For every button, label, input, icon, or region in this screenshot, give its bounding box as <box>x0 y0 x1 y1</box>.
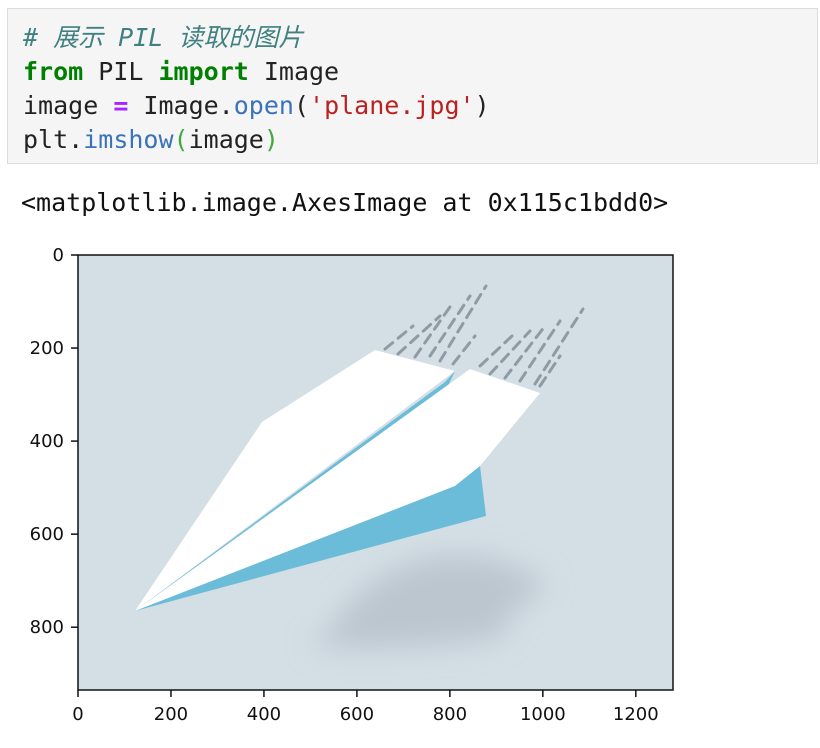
y-tick-label: 800 <box>30 617 64 638</box>
keyword-import: import <box>158 57 249 86</box>
x-tick-label: 200 <box>154 704 188 725</box>
object-name: Image. <box>128 91 234 120</box>
paren-close: ) <box>263 125 279 154</box>
argument-name: image <box>188 125 264 154</box>
code-cell[interactable]: # 展示 PIL 读取的图片 from PIL import Image ima… <box>7 8 818 164</box>
paper-plane-image <box>78 255 673 690</box>
paren-open: ( <box>173 125 189 154</box>
import-name: Image <box>248 57 340 86</box>
x-tick-label: 400 <box>247 704 281 725</box>
y-tick-label: 400 <box>30 431 64 452</box>
y-axis: 0 200 400 600 800 <box>30 245 78 638</box>
object-name: plt. <box>23 125 84 154</box>
x-tick-label: 0 <box>72 704 83 725</box>
plane-right-wing <box>135 369 540 611</box>
speed-lines <box>383 284 585 388</box>
x-tick-label: 600 <box>340 704 374 725</box>
plane-left-wing <box>135 350 455 611</box>
code-line-1: # 展示 PIL 读取的图片 <box>23 21 490 55</box>
method-name: imshow <box>83 125 174 154</box>
plot-svg: 0 200 400 600 800 1000 1200 0 200 400 600 800 <box>30 245 674 725</box>
paren-close: ) <box>474 91 490 120</box>
paren-open: ( <box>293 91 310 120</box>
x-tick-label: 1200 <box>613 704 659 725</box>
image-plot: 0 200 400 600 800 1000 1200 0 200 400 600 800 <box>0 236 820 748</box>
string-literal: 'plane.jpg' <box>309 91 475 120</box>
axes-frame <box>77 254 674 691</box>
code-editor[interactable]: # 展示 PIL 读取的图片 from PIL import Image ima… <box>23 21 490 157</box>
keyword-from: from <box>23 57 84 86</box>
x-axis: 0 200 400 600 800 1000 1200 <box>72 690 659 725</box>
method-name: open <box>233 91 294 120</box>
x-tick-label: 800 <box>433 704 467 725</box>
assign-operator: = <box>113 91 129 120</box>
cell-output-text: <matplotlib.image.AxesImage at 0x115c1bd… <box>21 188 669 217</box>
y-tick-label: 0 <box>53 245 64 266</box>
variable-name: image <box>23 91 114 120</box>
x-tick-label: 1000 <box>520 704 566 725</box>
code-line-4: plt.imshow(image) <box>23 123 490 157</box>
plane-shadow <box>310 555 548 648</box>
code-comment: # 展示 PIL 读取的图片 <box>23 23 304 52</box>
y-tick-label: 600 <box>30 524 64 545</box>
code-line-3: image = Image.open('plane.jpg') <box>23 89 490 123</box>
code-line-2: from PIL import Image <box>23 55 490 89</box>
y-tick-label: 200 <box>30 338 64 359</box>
module-name: PIL <box>83 57 159 86</box>
